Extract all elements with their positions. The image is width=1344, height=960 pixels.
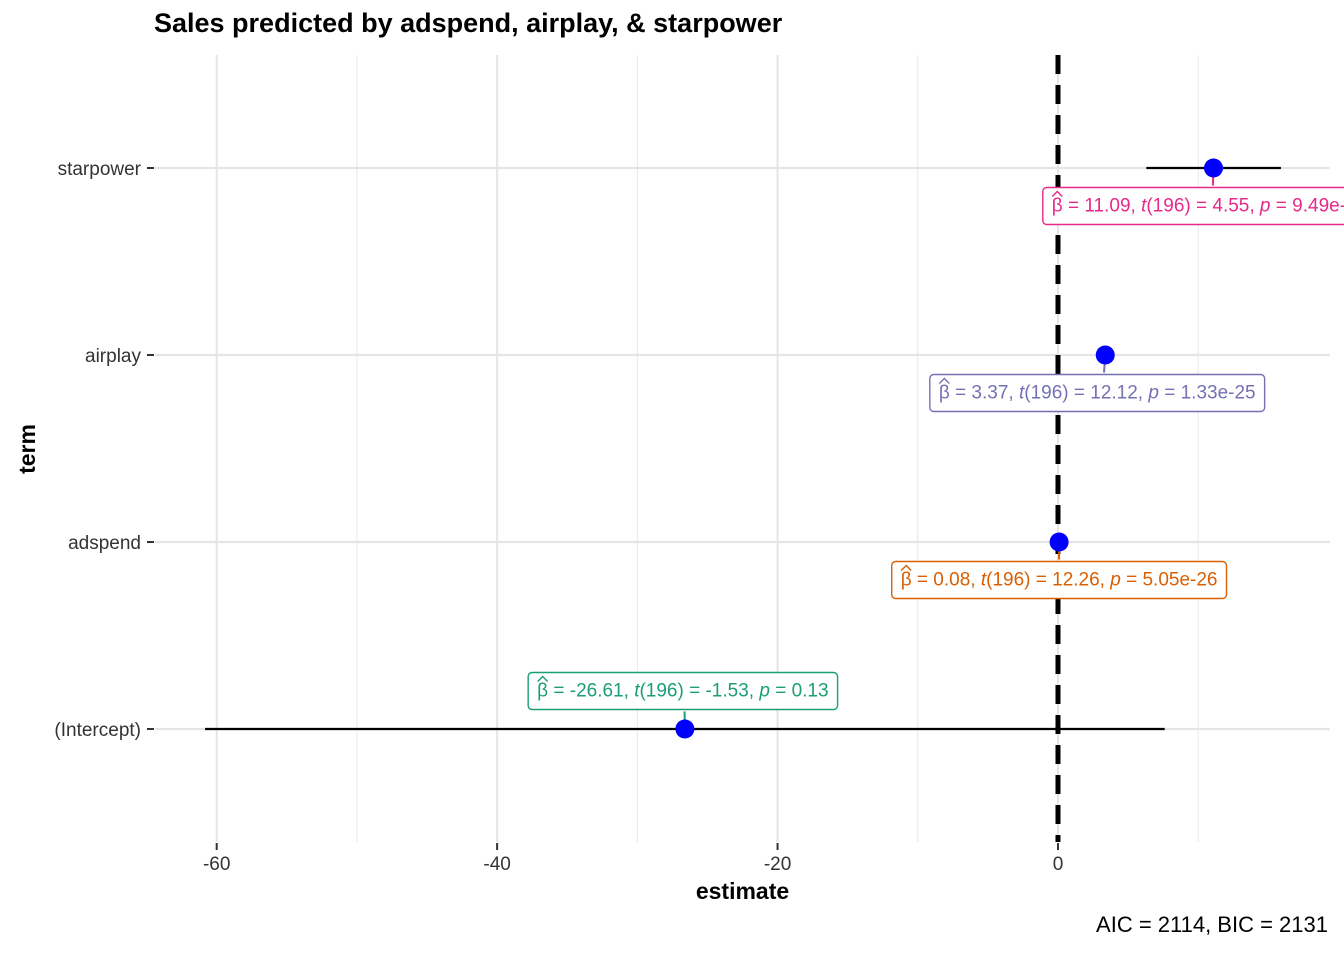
beta-symbol: β — [537, 681, 548, 702]
beta-symbol: β — [939, 383, 950, 404]
y-axis-title: term — [14, 424, 40, 474]
label-part: t — [1141, 196, 1147, 217]
label-text-intercept: β = -26.61, t(196) = -1.53, p = 0.13 — [537, 681, 828, 702]
beta-hat-adspend — [900, 564, 912, 571]
x-tick-label: -40 — [483, 854, 510, 875]
chart-title: Sales predicted by adspend, airplay, & s… — [154, 8, 783, 38]
label-text-starpower: β = 11.09, t(196) = 4.55, p = 9.49e-06 — [1052, 196, 1344, 217]
label-part: t — [634, 681, 640, 702]
label-text-airplay: β = 3.37, t(196) = 12.12, p = 1.33e-25 — [939, 383, 1256, 404]
y-tick-label-starpower: starpower — [58, 159, 142, 180]
label-text-adspend: β = 0.08, t(196) = 12.26, p = 5.05e-26 — [901, 570, 1218, 591]
chart-caption: AIC = 2114, BIC = 2131 — [1096, 912, 1328, 937]
beta-symbol: β — [901, 570, 912, 591]
label-part: = -26.61, — [548, 681, 634, 702]
label-part: = 0.08, — [912, 570, 981, 591]
point-starpower — [1203, 158, 1223, 178]
label-part: (196) — [639, 681, 683, 702]
point-intercept — [675, 719, 695, 739]
label-part: (196) — [1146, 196, 1190, 217]
beta-hat-intercept — [537, 675, 549, 682]
x-tick-label: 0 — [1053, 854, 1064, 875]
label-part: = 0.13 — [770, 681, 829, 702]
x-tick-label: -60 — [203, 854, 230, 875]
label-box-airplay — [929, 373, 1266, 413]
label-airplay: β = 3.37, t(196) = 12.12, p = 1.33e-25 — [929, 373, 1266, 413]
label-box-intercept — [527, 671, 839, 711]
beta-symbol: β — [1052, 196, 1063, 217]
label-part: t — [1019, 383, 1025, 404]
label-adspend: β = 0.08, t(196) = 12.26, p = 5.05e-26 — [891, 560, 1228, 600]
beta-hat-airplay — [938, 377, 950, 384]
label-part: p — [758, 681, 770, 702]
x-axis-title: estimate — [696, 878, 789, 904]
y-tick-label-airplay: airplay — [85, 346, 141, 367]
label-part: p — [1147, 383, 1159, 404]
label-intercept: β = -26.61, t(196) = -1.53, p = 0.13 — [527, 671, 839, 711]
label-box-starpower — [1042, 186, 1344, 226]
y-tick-label-intercept: (Intercept) — [54, 720, 141, 741]
label-part: = 11.09, — [1063, 196, 1141, 217]
label-part: = -1.53, — [684, 681, 760, 702]
label-part: (196) — [986, 570, 1030, 591]
y-tick-label-adspend: adspend — [68, 533, 141, 554]
label-part: = 1.33e-25 — [1159, 383, 1256, 404]
point-airplay — [1095, 345, 1115, 365]
label-part: p — [1109, 570, 1121, 591]
point-adspend — [1049, 532, 1069, 552]
label-part: (196) — [1024, 383, 1068, 404]
label-part: = 4.55, — [1191, 196, 1260, 217]
label-part: p — [1259, 196, 1271, 217]
label-part: = 5.05e-26 — [1121, 570, 1218, 591]
label-box-adspend — [891, 560, 1228, 600]
x-tick-label: -20 — [764, 854, 791, 875]
beta-hat-starpower — [1051, 190, 1063, 197]
label-part: t — [981, 570, 987, 591]
label-part: = 12.26, — [1030, 570, 1110, 591]
label-part: = 3.37, — [950, 383, 1019, 404]
label-part: = 9.49e-06 — [1271, 196, 1344, 217]
label-part: = 12.12, — [1069, 383, 1149, 404]
label-starpower: β = 11.09, t(196) = 4.55, p = 9.49e-06 — [1042, 186, 1344, 226]
